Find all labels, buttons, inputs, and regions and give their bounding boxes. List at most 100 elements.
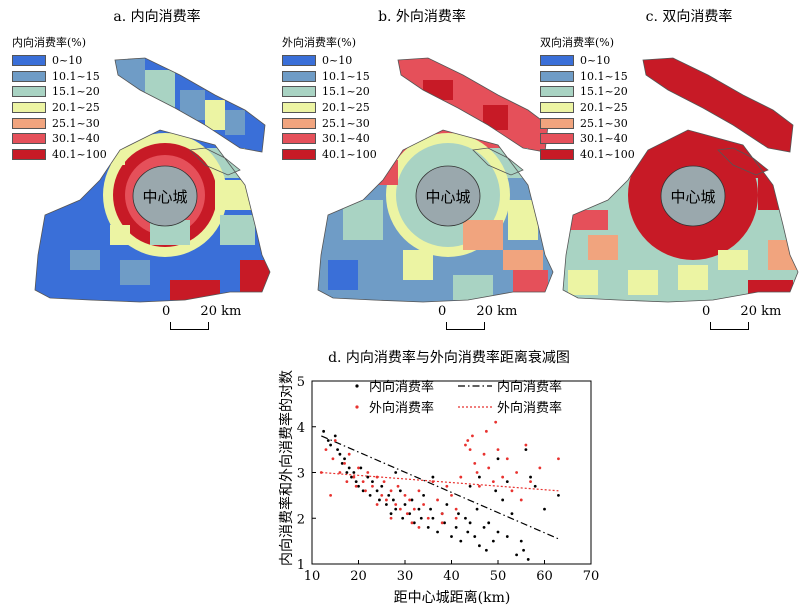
data-point [464, 516, 467, 520]
legend-item: 25.1~30 [282, 115, 377, 131]
legend-swatch [540, 55, 574, 67]
data-point [382, 480, 386, 484]
data-point [422, 493, 425, 497]
data-point [364, 489, 367, 493]
data-point [505, 535, 509, 538]
data-point [368, 493, 372, 497]
data-point [524, 443, 528, 447]
district-map: 中心城 [34, 57, 271, 303]
data-point [343, 461, 346, 465]
data-point [401, 516, 405, 520]
legend-item: 25.1~30 [540, 115, 635, 131]
map-legend: 双向消费率(%) 0~10 10.1~15 15.1~20 20.1~25 25.1~3… [540, 34, 635, 162]
data-point [371, 480, 374, 484]
data-point [431, 516, 435, 520]
data-point [522, 548, 525, 552]
data-point [487, 521, 491, 525]
legend-label: 30.1~40 [52, 132, 100, 146]
scale-zero: 0 [162, 304, 171, 319]
data-point [443, 521, 446, 525]
data-point [533, 484, 537, 488]
data-point [394, 503, 398, 506]
legend-swatch [282, 117, 316, 129]
x-axis-label: 距中心城距离(km) [394, 589, 511, 606]
legend-item: 15.1~20 [540, 84, 635, 100]
legend-item: 40.1~100 [540, 147, 635, 163]
legend-swatch [540, 70, 574, 82]
data-point [412, 521, 416, 525]
x-tick-label: 30 [397, 569, 414, 584]
data-point [454, 526, 458, 529]
data-point [329, 443, 332, 447]
data-point [417, 489, 421, 493]
legend-rows: 0~10 10.1~15 15.1~20 20.1~25 25.1~30 30.1~40 4… [540, 53, 635, 162]
legend-item: 10.1~15 [12, 69, 107, 85]
y-tick-label: 4 [297, 421, 305, 436]
data-point [494, 420, 498, 424]
data-point [340, 461, 344, 465]
data-point [347, 452, 351, 456]
data-point [354, 480, 358, 484]
data-point [378, 498, 381, 502]
data-point [419, 516, 423, 520]
data-point [526, 558, 530, 561]
data-point [387, 493, 391, 497]
legend-item: 0~10 [12, 53, 107, 69]
x-tick-label: 20 [350, 569, 367, 584]
data-point [396, 484, 400, 488]
legend-label: 外向消费率 [497, 400, 562, 416]
legend-label: 30.1~40 [580, 132, 628, 146]
legend-label: 40.1~100 [322, 147, 377, 161]
legend-swatch [282, 148, 316, 160]
data-point [408, 512, 412, 516]
data-point [319, 471, 323, 474]
data-point [515, 553, 518, 557]
legend-item: 20.1~25 [540, 100, 635, 116]
data-point [515, 471, 518, 474]
data-point [398, 507, 402, 511]
data-point [450, 493, 453, 497]
chart-title: d. 内向消费率与外向消费率距离衰减图 [328, 349, 570, 366]
legend-item: 40.1~100 [282, 147, 377, 163]
center-city-label: 中心城 [425, 188, 470, 206]
data-point [389, 489, 393, 493]
data-point [482, 526, 486, 529]
legend-rows: 0~10 10.1~15 15.1~20 20.1~25 25.1~30 30.1~40 4… [12, 53, 107, 162]
data-point [426, 526, 430, 529]
data-point [464, 443, 467, 447]
data-point [510, 512, 514, 516]
data-point [473, 461, 477, 465]
legend-label: 40.1~100 [580, 147, 635, 161]
center-city-label: 中心城 [670, 188, 715, 206]
center-city-label: 中心城 [142, 188, 187, 206]
data-point [345, 480, 349, 484]
legend-label: 0~10 [322, 54, 353, 68]
data-point [347, 466, 351, 470]
legend-title: 双向消费率(%) [540, 36, 615, 49]
data-point [475, 471, 479, 474]
legend-swatch [12, 133, 46, 145]
data-point [487, 466, 491, 470]
legend-label: 10.1~15 [52, 69, 100, 83]
data-point [345, 471, 349, 474]
legend-swatch [282, 102, 316, 114]
data-point [410, 521, 414, 525]
legend-label: 0~10 [580, 54, 611, 68]
data-point [468, 484, 472, 488]
legend-swatch [282, 133, 316, 145]
data-point [529, 475, 532, 479]
data-point [454, 507, 458, 511]
scale-distance: 20 km [476, 304, 518, 319]
y-tick-label: 5 [297, 375, 305, 390]
data-point [538, 466, 542, 470]
legend-marker [355, 405, 359, 409]
x-tick-label: 40 [443, 569, 460, 584]
data-point [466, 439, 470, 442]
data-point [389, 512, 393, 516]
legend-label: 25.1~30 [322, 116, 370, 130]
legend-label: 40.1~100 [52, 147, 107, 161]
legend-item: 10.1~15 [540, 69, 635, 85]
data-point [380, 484, 384, 488]
data-point [329, 493, 332, 497]
legend-item: 15.1~20 [282, 84, 377, 100]
